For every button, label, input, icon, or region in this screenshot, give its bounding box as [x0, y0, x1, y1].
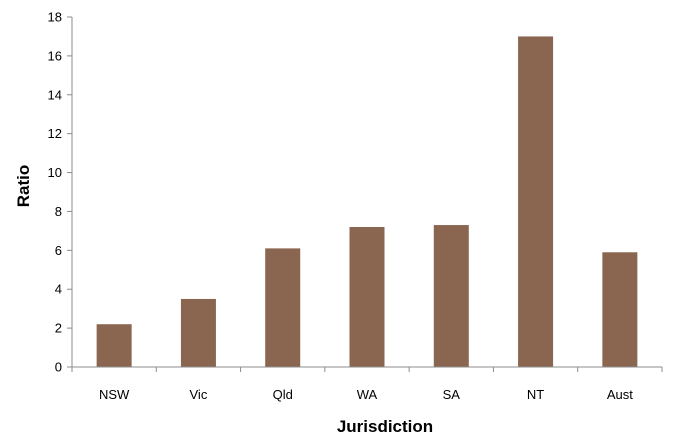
y-tick-label: 0: [55, 360, 62, 375]
x-tick-label: NSW: [99, 387, 130, 402]
y-tick-label: 14: [48, 87, 62, 102]
y-tick-label: 8: [55, 204, 62, 219]
x-tick-label: Aust: [607, 387, 633, 402]
x-tick-label: NT: [527, 387, 544, 402]
y-tick-label: 10: [48, 165, 62, 180]
bar-qld: [265, 248, 301, 367]
y-tick-label: 12: [48, 126, 62, 141]
labels-layer: 0 2 4 6 8 10 12 14 16 18 NSW Vic Qld WA SA NT Aust: [48, 10, 634, 403]
y-tick-label: 6: [55, 243, 62, 258]
x-tick-label: WA: [357, 387, 378, 402]
bar-nt: [518, 36, 554, 367]
bar-vic: [180, 298, 216, 367]
y-tick-label: 4: [55, 282, 62, 297]
bar-wa: [349, 227, 385, 367]
bar-sa: [433, 225, 469, 367]
bars-layer: [96, 36, 638, 367]
x-tick-label: SA: [443, 387, 461, 402]
x-tick-label: Qld: [273, 387, 293, 402]
bar-nsw: [96, 324, 132, 367]
x-axis-title: Jurisdiction: [337, 417, 433, 436]
y-axis-title: Ratio: [14, 165, 33, 208]
bar-aust: [602, 252, 638, 367]
x-tick-label: Vic: [190, 387, 208, 402]
y-tick-label: 16: [48, 48, 62, 63]
axes-layer: [67, 16, 663, 372]
y-tick-label: 18: [48, 10, 62, 25]
y-tick-label: 2: [55, 321, 62, 336]
